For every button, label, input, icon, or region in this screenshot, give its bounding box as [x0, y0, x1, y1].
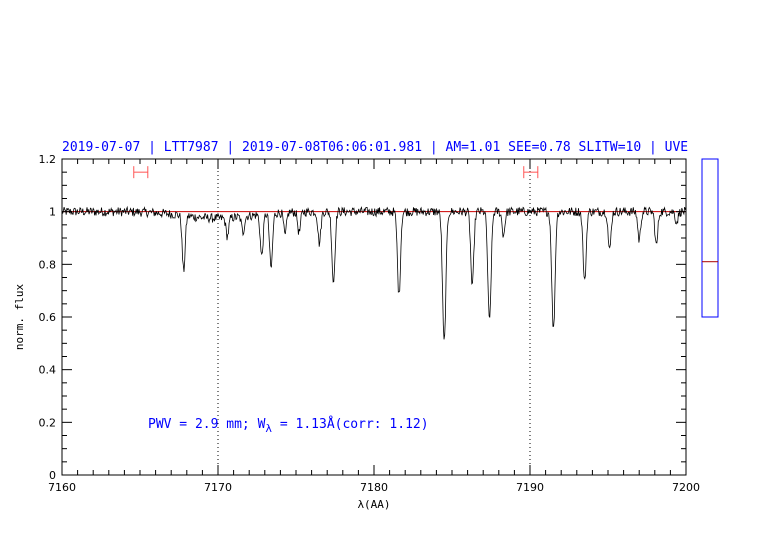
y-axis-label: norm. flux	[13, 284, 26, 351]
chart-title: 2019-07-07 | LTT7987 | 2019-07-08T06:06:…	[62, 140, 688, 155]
range-marker	[133, 166, 149, 179]
y-tick-label: 0.4	[39, 364, 57, 377]
y-tick-label: 0.6	[39, 311, 57, 324]
x-tick-label: 7170	[204, 481, 232, 494]
x-tick-label: 7180	[360, 481, 388, 494]
x-tick-label: 7200	[672, 481, 700, 494]
plot-area	[61, 159, 687, 475]
x-tick-label: 7190	[516, 481, 544, 494]
y-tick-label: 0.8	[39, 258, 57, 271]
y-tick-label: 0.2	[39, 416, 57, 429]
annotation-width: = 1.13Å(corr: 1.12)	[272, 416, 429, 432]
pwv-annotation: PWV = 2.9 mm; Wλ = 1.13Å(corr: 1.12)	[148, 416, 429, 435]
side-indicator	[701, 158, 719, 318]
x-axis-label: λ(AA)	[357, 498, 390, 511]
indicator-frame	[701, 158, 719, 318]
y-tick-label: 1	[49, 206, 56, 219]
range-marker	[523, 166, 539, 179]
annotation-subscript: λ	[265, 422, 272, 435]
y-tick-label: 0	[49, 469, 56, 482]
spectrum-line	[61, 205, 687, 340]
x-tick-label: 7160	[48, 481, 76, 494]
y-tick-label: 1.2	[39, 153, 57, 166]
annotation-pwv: PWV = 2.9 mm; W	[148, 417, 266, 432]
